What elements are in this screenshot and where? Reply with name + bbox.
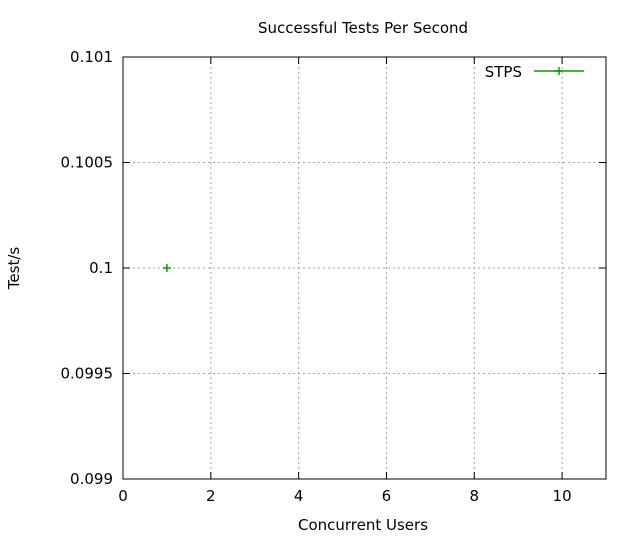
legend: STPS bbox=[485, 63, 584, 81]
series-marks bbox=[162, 264, 171, 272]
legend-marker bbox=[555, 67, 563, 75]
x-axis-title: Concurrent Users bbox=[298, 516, 428, 534]
y-axis-title: Test/s bbox=[5, 247, 23, 291]
x-tick-label: 2 bbox=[206, 487, 216, 505]
x-tick-label: 4 bbox=[294, 487, 304, 505]
chart-title: Successful Tests Per Second bbox=[258, 19, 468, 37]
data-point bbox=[162, 264, 171, 272]
x-tick-label: 0 bbox=[118, 487, 128, 505]
x-tick-label: 6 bbox=[382, 487, 392, 505]
x-tick-label: 8 bbox=[469, 487, 479, 505]
tick-labels: 0 2 4 6 8 10 0.099 0.0995 0.1 0.1005 0.101 bbox=[61, 48, 572, 505]
y-tick-label: 0.1005 bbox=[61, 154, 114, 172]
y-tick-label: 0.0995 bbox=[61, 365, 114, 383]
y-tick-label: 0.099 bbox=[70, 470, 113, 488]
y-tick-label: 0.101 bbox=[70, 48, 113, 66]
legend-label: STPS bbox=[485, 63, 522, 81]
plot-area-frame bbox=[122, 56, 607, 480]
y-tick-label: 0.1 bbox=[89, 259, 113, 277]
gridlines bbox=[123, 57, 606, 479]
x-tick-label: 10 bbox=[553, 487, 572, 505]
